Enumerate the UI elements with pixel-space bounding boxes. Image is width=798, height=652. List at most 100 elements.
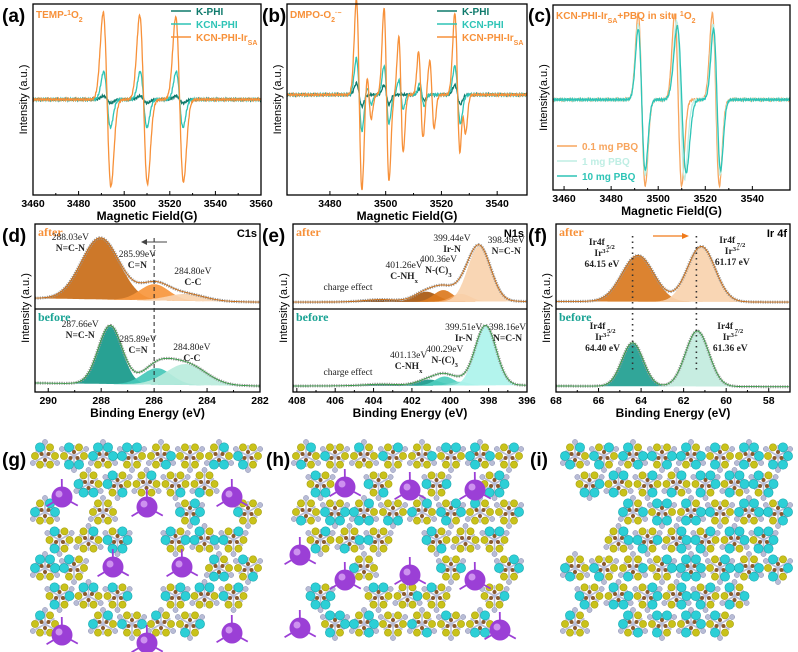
carbon-atom [54, 596, 59, 600]
carbon-atom [747, 458, 751, 462]
bond [484, 477, 495, 485]
charge-density-blob [778, 442, 788, 453]
nitrogen-bridge-atom [363, 530, 370, 536]
peak-label: C-NHx [395, 362, 423, 375]
nitrogen-bridge-atom [671, 558, 677, 564]
nitrogen-atom [456, 527, 465, 536]
nitrogen-bridge-atom [112, 516, 118, 522]
nitrogen-bridge-atom [491, 495, 498, 501]
charge-density-blob [768, 554, 778, 565]
charge-density-blob [219, 442, 229, 453]
peak-label: C=N [128, 346, 147, 356]
carbon-atom [228, 596, 233, 600]
bond [777, 505, 788, 513]
nitrogen-atom [740, 572, 748, 581]
carbon-atom [492, 534, 497, 538]
nitrogen-bridge-atom [378, 446, 384, 452]
nitrogen-atom [326, 480, 335, 488]
bond [421, 623, 432, 631]
nitrogen-bridge-atom [378, 614, 384, 620]
nitrogen-atom [735, 544, 744, 553]
bond [165, 477, 176, 485]
plot-frame [34, 223, 261, 393]
carbon-atom [613, 592, 618, 596]
nitrogen-bridge-atom [332, 523, 338, 529]
nitrogen-atom [311, 527, 320, 536]
nitrogen-bridge-atom [460, 614, 466, 620]
charge-density-blob [710, 459, 720, 470]
carbon-atom [732, 542, 737, 546]
nitrogen-atom [167, 620, 175, 628]
charge-density-blob [509, 442, 519, 453]
carbon-atom [405, 598, 410, 602]
iridium-atom [51, 486, 73, 508]
text-part: 285.89eV [119, 335, 156, 345]
nitrogen-bridge-atom [479, 530, 486, 536]
bond [748, 455, 759, 463]
carbon-atom [714, 568, 719, 572]
nitrogen-atom [166, 488, 175, 497]
carbon-atom [333, 506, 337, 510]
charge-density-blob [108, 451, 118, 461]
nitrogen-atom [500, 443, 508, 452]
charge-density-blob [768, 479, 779, 489]
charge-density-blob [494, 470, 505, 481]
bond [719, 449, 730, 457]
carbon-atom [104, 620, 109, 624]
nitrogen-atom [249, 460, 257, 469]
bond [436, 477, 447, 485]
nitrogen-atom [764, 564, 772, 572]
nitrogen-atom [408, 452, 416, 460]
nitrogen-atom [510, 572, 518, 581]
charge-density-blob [218, 591, 229, 601]
carbon-atom [234, 596, 239, 600]
nitrogen-bridge-atom [361, 551, 367, 557]
carbon-atom [631, 458, 635, 462]
nitrogen-atom [364, 592, 373, 600]
nitrogen-bridge-atom [506, 467, 512, 473]
nitrogen-bridge-atom [647, 558, 653, 564]
carbon-atom [700, 484, 705, 488]
charge-density-blob [325, 515, 335, 526]
nitrogen-bridge-atom [73, 488, 80, 494]
nitrogen-atom [249, 499, 257, 508]
charge-density-blob [233, 451, 243, 461]
bond [565, 567, 576, 575]
carbon-atom [408, 592, 413, 596]
bond [652, 449, 663, 457]
nitrogen-bridge-atom [344, 446, 350, 452]
nitrogen-bridge-atom [700, 460, 706, 466]
nitrogen-atom [166, 583, 175, 592]
carbon-atom [130, 450, 134, 454]
nitrogen-atom [89, 508, 97, 516]
nitrogen-atom [326, 499, 334, 508]
bond [618, 595, 629, 603]
nitrogen-atom [249, 443, 257, 452]
bond [204, 595, 215, 603]
charge-density-blob [88, 526, 99, 537]
nitrogen-atom [605, 572, 613, 581]
state-label: after [38, 225, 63, 239]
nitrogen-atom [595, 443, 603, 452]
nitrogen-bridge-atom [465, 516, 471, 522]
carbon-atom [83, 592, 88, 596]
nitrogen-bridge-atom [431, 628, 437, 634]
bond [676, 595, 687, 603]
nitrogen-bridge-atom [100, 439, 106, 445]
nitrogen-atom [413, 628, 421, 637]
charge-density-blob [662, 610, 672, 621]
nitrogen-atom [384, 499, 392, 508]
nitrogen-atom [89, 544, 98, 553]
carbon-atom [660, 562, 664, 566]
bond [603, 561, 614, 569]
nitrogen-atom [711, 592, 720, 600]
charge-density-blob [204, 582, 215, 593]
nitrogen-atom [234, 564, 242, 572]
charge-density-blob [574, 591, 585, 601]
bond [574, 455, 585, 463]
bond [194, 595, 205, 603]
bond [122, 617, 133, 625]
raw-data-points [556, 244, 790, 304]
charge-density-blob [407, 507, 417, 517]
x-tick-label: 400 [442, 395, 460, 407]
